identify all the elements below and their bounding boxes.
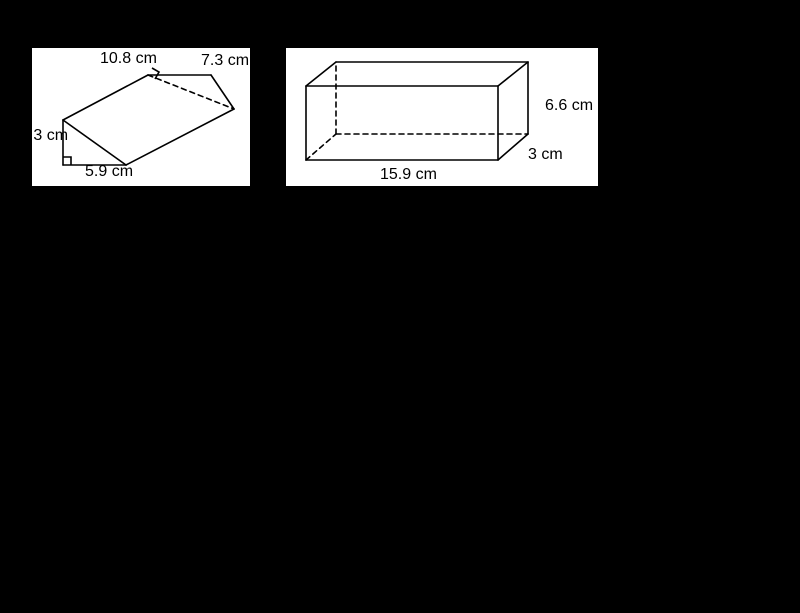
rectangular-prism-depth-label: 3 cm [528,146,563,164]
rectangular-prism-length-label: 15.9 cm [380,166,437,184]
rectangular-prism-height-label: 6.6 cm [545,97,593,115]
triangular-prism-base-width-label: 5.9 cm [85,163,133,181]
triangular-prism-slant-label: 7.3 cm [201,52,249,70]
triangular-prism-top-length-label: 10.8 cm [100,50,157,68]
triangular-prism-front-height-label: 4.3 cm [20,127,68,145]
diagram-svg [0,0,800,613]
